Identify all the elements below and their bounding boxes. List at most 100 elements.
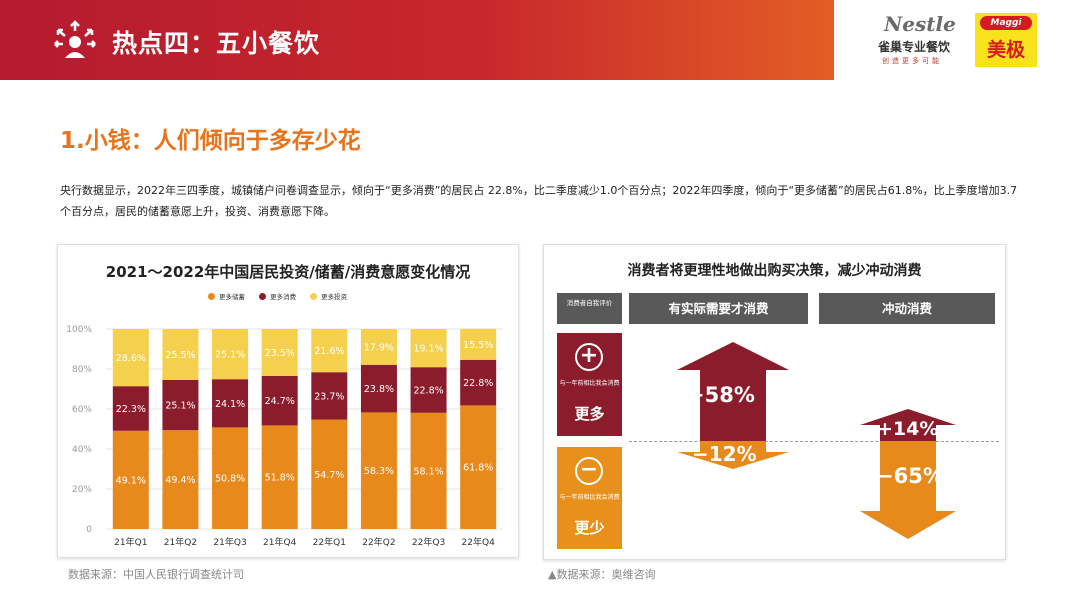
legend-item-savings: 更多储蓄 (208, 291, 245, 301)
value-impulse-less: −65% (876, 464, 944, 488)
more-label: 更多 (574, 405, 605, 423)
data-label: 24.1% (215, 399, 245, 410)
y-tick-label: 80% (72, 365, 92, 375)
less-note: 与一年前相比我会消费 (559, 494, 620, 501)
bar-segment-savings (460, 405, 497, 529)
comparison-panel: 消费者将更理性地做出购买决策，减少冲动消费 消费者自我评价 有实际需要才消费 冲… (543, 244, 1006, 560)
maggi-cn: 美极 (986, 39, 1025, 61)
data-label: 49.4% (165, 475, 195, 486)
more-note: 与一年前相比我会消费 (559, 380, 620, 387)
data-label: 25.5% (165, 350, 195, 361)
data-label: 15.5% (463, 340, 493, 351)
maggi-brand: Maggi (980, 16, 1032, 30)
source-left: 数据来源：中国人民银行调查统计司 (68, 568, 244, 581)
data-label: 50.8% (215, 474, 245, 485)
arrows-graphic (677, 342, 956, 539)
bar-segment-savings (112, 430, 149, 529)
x-tick-label: 21年Q1 (114, 536, 147, 548)
bar-segment-consumption (261, 376, 298, 426)
less-block: − 与一年前相比我会消费 更少 (557, 447, 622, 549)
bar-segment-investment (212, 329, 249, 380)
self-eval-header: 消费者自我评价 (557, 293, 622, 324)
data-label: 22.8% (463, 378, 493, 389)
legend-label-consumption: 更多消费 (270, 293, 297, 301)
y-tick-label: 60% (72, 405, 92, 415)
value-rational-more: +58% (687, 383, 755, 407)
data-label: 51.8% (265, 473, 295, 484)
nestle-cn: 雀巢专业餐饮 (878, 40, 951, 54)
data-label: 24.7% (265, 396, 295, 407)
bar-segment-investment (261, 329, 298, 376)
source-right: ▲数据来源：奥维咨询 (548, 568, 656, 581)
bar-segment-consumption (212, 379, 249, 428)
plus-icon: + (575, 343, 603, 371)
down-arrow-impulse (860, 441, 956, 539)
bar-segment-savings (261, 425, 298, 529)
x-tick-label: 21年Q3 (213, 536, 246, 548)
bar-segment-savings (360, 412, 397, 529)
bar-segment-investment (162, 329, 199, 380)
less-label: 更少 (574, 519, 605, 537)
people-network-icon (54, 20, 96, 58)
x-tick-label: 22年Q2 (362, 536, 395, 548)
baseline-divider (629, 441, 999, 442)
x-tick-label: 22年Q4 (462, 536, 496, 548)
x-tick-label: 21年Q2 (164, 536, 197, 548)
bar-segment-consumption (311, 372, 348, 420)
value-impulse-more: +14% (877, 418, 939, 440)
data-label: 61.8% (463, 463, 493, 474)
maggi-logo: Maggi 美极 (975, 13, 1037, 67)
bar-segment-investment (460, 328, 497, 360)
nestle-slogan: 创造更多可能 (882, 57, 942, 65)
page-title: 热点四：五小餐饮 (112, 29, 321, 58)
comparison-title: 消费者将更理性地做出购买决策，减少冲动消费 (627, 263, 922, 279)
bar-segment-consumption (360, 364, 397, 413)
data-label: 25.1% (215, 350, 245, 361)
bar-segment-consumption (162, 380, 199, 431)
bar-segment-consumption (460, 359, 497, 406)
chart-title: 2021～2022年中国居民投资/储蓄/消费意愿变化情况 (105, 263, 471, 281)
data-label: 17.9% (364, 342, 394, 353)
y-tick-label: 20% (72, 485, 92, 495)
up-arrow-impulse (860, 409, 956, 441)
data-label: 49.1% (116, 475, 146, 486)
minus-icon: − (575, 457, 603, 485)
data-label: 28.6% (116, 353, 146, 364)
nestle-brand: Nestle (884, 12, 956, 36)
bar-segment-investment (112, 329, 149, 387)
legend-item-consumption: 更多消费 (259, 291, 296, 301)
data-label: 22.8% (413, 386, 443, 397)
bar-segment-consumption (112, 386, 149, 431)
y-tick-label: 0 (86, 525, 92, 535)
section-title: 1.小钱：人们倾向于多存少花 (60, 128, 361, 154)
bar-segment-savings (212, 427, 249, 529)
chart-legend: 更多储蓄 更多消费 更多投资 (208, 291, 359, 302)
y-tick-label: 40% (72, 445, 92, 455)
bar-segment-savings (410, 412, 447, 529)
intro-paragraph: 央行数据显示，2022年三四季度，城镇储户问卷调查显示，倾向于“更多消费”的居民… (60, 184, 1018, 218)
bar-segment-investment (311, 329, 348, 373)
legend-label-investment: 更多投资 (321, 293, 348, 301)
legend-item-investment: 更多投资 (310, 291, 347, 301)
data-label: 23.5% (265, 348, 295, 359)
value-rational-less: −12% (692, 442, 757, 466)
stacked-bar-chart: 0 20% 40% 60% 80% 100% 49.1% 22.3% 28.6% 21年Q1 49.… (66, 325, 503, 548)
chart-panel: 2021～2022年中国居民投资/储蓄/消费意愿变化情况 更多储蓄 更多消费 更… (57, 244, 519, 558)
bar-segment-investment (360, 329, 397, 365)
brand-area (834, 0, 1080, 80)
y-tick-label: 100% (66, 325, 92, 335)
nestle-logo: Nestle 雀巢专业餐饮 创造更多可能 (872, 10, 962, 70)
down-arrow-rational (677, 441, 789, 469)
column-header-rational: 有实际需要才消费 (629, 293, 808, 324)
bar-segment-consumption (410, 367, 447, 413)
data-label: 25.1% (165, 401, 195, 412)
x-tick-label: 21年Q4 (263, 536, 297, 548)
bar-segment-savings (311, 419, 348, 529)
more-block: + 与一年前相比我会消费 更多 (557, 333, 622, 436)
data-label: 58.3% (364, 466, 394, 477)
up-arrow-rational (677, 342, 789, 441)
data-label: 21.6% (314, 346, 344, 357)
column-header-impulse: 冲动消费 (819, 293, 995, 324)
x-tick-label: 22年Q3 (412, 536, 445, 548)
data-label: 58.1% (413, 466, 443, 477)
